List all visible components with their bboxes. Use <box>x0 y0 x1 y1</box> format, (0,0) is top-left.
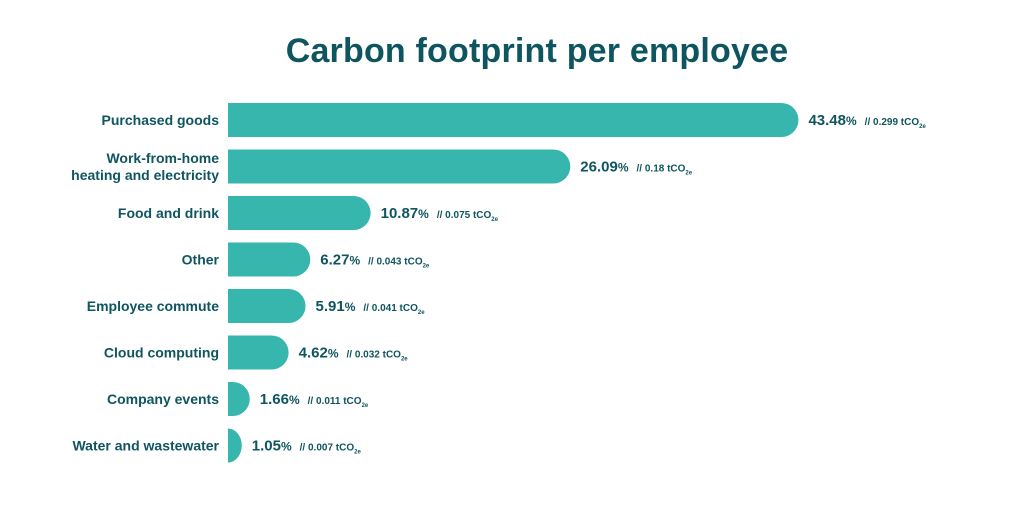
value-suffix: % <box>618 161 629 175</box>
value-suffix: % <box>846 114 857 128</box>
bar <box>228 196 371 230</box>
secondary-value: // 0.007 tCO <box>300 443 355 454</box>
bar <box>228 289 306 323</box>
secondary-unit-subscript: 2e <box>362 403 369 409</box>
secondary-unit-subscript: 2e <box>919 124 926 130</box>
category-label: Company events <box>107 391 219 407</box>
secondary-value: // 0.011 tCO <box>308 396 362 407</box>
value-number: 6.27 <box>320 252 349 269</box>
bar <box>228 103 799 137</box>
category-label-line: Cloud computing <box>104 345 219 361</box>
value-label: 10.87% // 0.075 tCO2e <box>381 205 499 223</box>
value-number: 4.62 <box>299 345 328 362</box>
category-label-line: Work-from-home <box>106 150 219 166</box>
secondary-unit-subscript: 2e <box>685 171 692 177</box>
secondary-value: // 0.18 tCO <box>637 164 686 175</box>
value-suffix: % <box>349 254 360 268</box>
value-label: 6.27% // 0.043 tCO2e <box>320 252 430 270</box>
value-number: 1.66 <box>260 391 289 408</box>
value-number: 1.05 <box>252 438 281 455</box>
secondary-value: // 0.041 tCO <box>363 303 418 314</box>
category-label: Water and wastewater <box>72 438 219 454</box>
value-number: 43.48 <box>808 112 846 129</box>
value-label: 5.91% // 0.041 tCO2e <box>316 298 426 316</box>
category-label: Work-from-home heating and electricity <box>71 150 219 183</box>
secondary-unit-subscript: 2e <box>354 450 361 456</box>
value-suffix: % <box>289 393 300 407</box>
category-label-line: Purchased goods <box>102 112 220 128</box>
value-suffix: % <box>345 300 356 314</box>
secondary-unit-subscript: 2e <box>423 264 430 270</box>
category-label: Employee commute <box>87 298 219 314</box>
category-label: Purchased goods <box>102 112 220 128</box>
bar <box>228 149 571 184</box>
category-label-line: Company events <box>107 391 219 407</box>
chart-title: Carbon footprint per employee <box>285 32 789 70</box>
value-label: 1.66% // 0.011 tCO2e <box>260 391 369 409</box>
value-suffix: % <box>418 207 429 221</box>
value-number: 10.87 <box>381 205 419 222</box>
secondary-value: // 0.032 tCO <box>346 350 401 361</box>
category-label: Cloud computing <box>104 345 219 361</box>
secondary-value: // 0.075 tCO <box>437 210 492 221</box>
category-label-line: Other <box>182 252 220 268</box>
value-label: 43.48% // 0.299 tCO2e <box>808 112 926 130</box>
secondary-unit-subscript: 2e <box>418 310 425 316</box>
category-label-line: heating and electricity <box>71 167 219 183</box>
category-label-line: Employee commute <box>87 298 219 314</box>
bar <box>228 428 242 463</box>
bars-layer: Purchased goods 43.48%// 0.299 tCO2eWork-… <box>71 103 926 463</box>
category-label-line: Water and wastewater <box>72 438 219 454</box>
value-label: 4.62% // 0.032 tCO2e <box>299 345 409 363</box>
secondary-value: // 0.043 tCO <box>368 257 423 268</box>
category-label-line: Food and drink <box>118 205 219 221</box>
bar <box>228 382 250 416</box>
bar <box>228 242 311 277</box>
secondary-unit-subscript: 2e <box>491 217 498 223</box>
category-label: Food and drink <box>118 205 219 221</box>
value-label: 26.09% // 0.18 tCO2e <box>580 159 692 177</box>
value-number: 26.09 <box>580 159 618 176</box>
secondary-unit-subscript: 2e <box>401 357 408 363</box>
value-label: 1.05% // 0.007 tCO2e <box>252 438 362 456</box>
value-suffix: % <box>281 440 292 454</box>
value-number: 5.91 <box>316 298 345 315</box>
bar <box>228 335 289 370</box>
value-suffix: % <box>328 347 339 361</box>
secondary-value: // 0.299 tCO <box>865 117 920 128</box>
category-label: Other <box>182 252 220 268</box>
